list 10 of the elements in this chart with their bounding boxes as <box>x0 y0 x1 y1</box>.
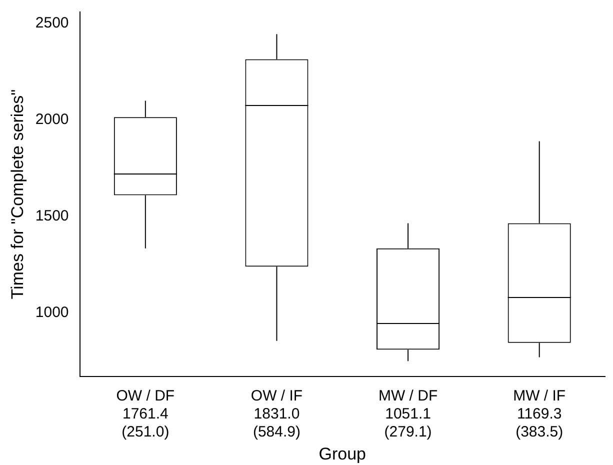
x-tick-label: MW / IF 1169.3 (383.5) <box>513 388 566 441</box>
y-tick-label: 2500 <box>35 14 69 32</box>
y-tick-label: 2000 <box>35 111 69 128</box>
y-tick-label: 1000 <box>35 304 69 322</box>
y-tick-label: 1500 <box>35 208 69 225</box>
y-axis-title: Times for "Complete series" <box>8 89 27 300</box>
x-tick-label: OW / IF 1831.0 (584.9) <box>250 388 303 441</box>
x-axis-title: Group <box>318 444 366 464</box>
x-tick-label: MW / DF 1051.1 (279.1) <box>378 388 438 441</box>
x-tick-label: OW / DF 1761.4 (251.0) <box>116 388 175 441</box>
